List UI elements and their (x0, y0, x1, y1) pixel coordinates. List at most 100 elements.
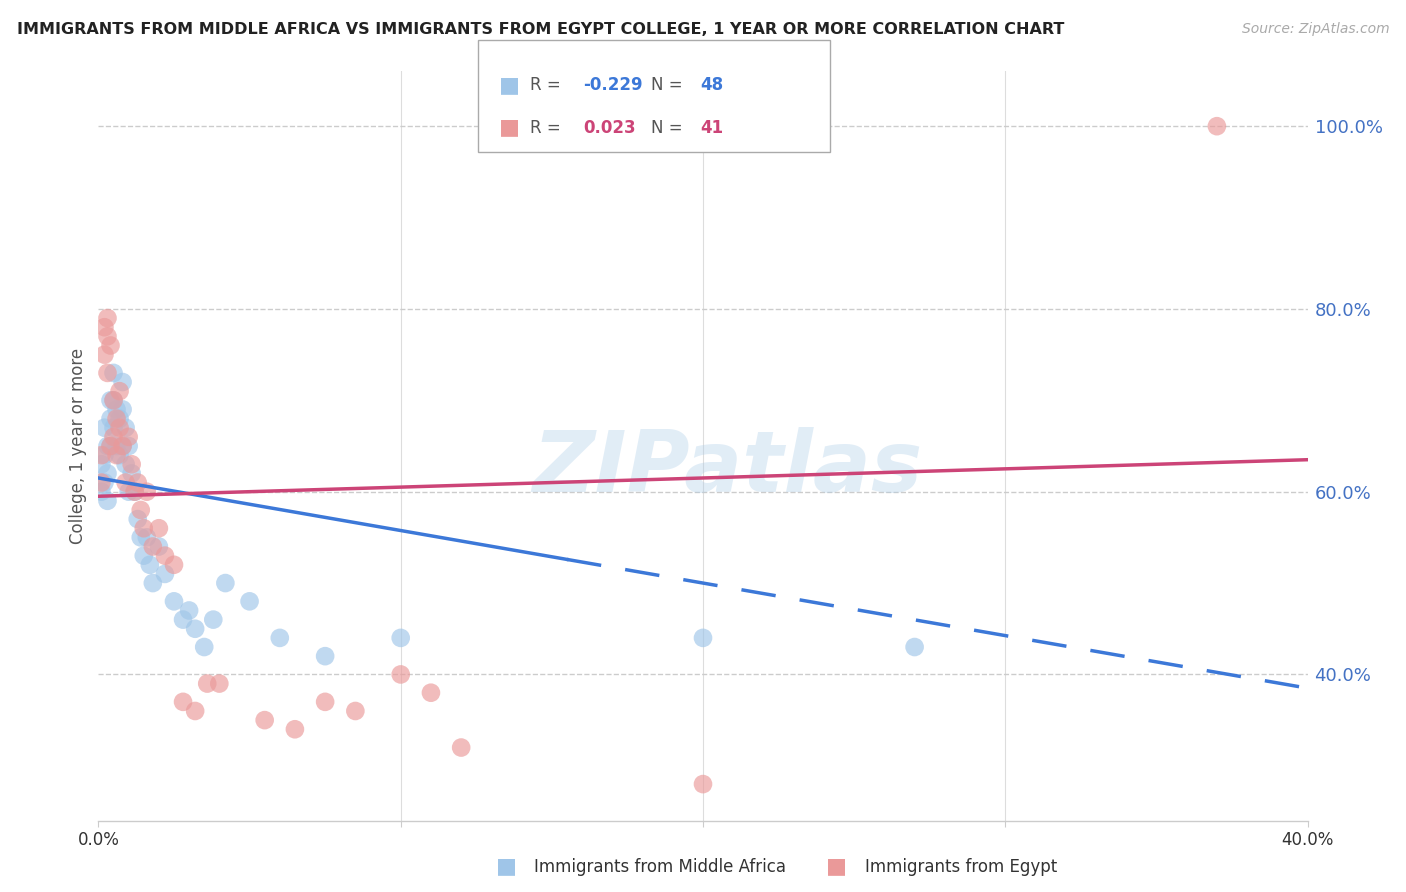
Point (139, 558, 162, 572)
Point (105, 402, 128, 417)
Point (108, 411, 131, 425)
Point (153, 549, 176, 563)
Point (163, 594, 186, 608)
Text: ZIPatlas: ZIPatlas (531, 427, 922, 510)
Point (389, 631, 412, 645)
Point (108, 448, 131, 462)
Point (314, 695, 336, 709)
Text: ■: ■ (499, 118, 520, 137)
Point (129, 503, 152, 517)
Point (100, 439, 122, 453)
Point (121, 467, 143, 481)
Point (1206, 119, 1229, 133)
Text: Source: ZipAtlas.com: Source: ZipAtlas.com (1241, 22, 1389, 37)
Point (93, 348, 115, 362)
Point (132, 549, 155, 563)
Point (103, 430, 125, 444)
Point (389, 667, 412, 681)
Point (103, 393, 125, 408)
Point (184, 622, 207, 636)
Point (105, 448, 128, 462)
Point (114, 475, 136, 490)
Point (118, 430, 141, 444)
Point (108, 384, 131, 399)
Point (96, 329, 118, 343)
Point (96, 311, 118, 326)
Text: Immigrants from Middle Africa: Immigrants from Middle Africa (534, 858, 786, 876)
Point (114, 457, 136, 471)
Text: ■: ■ (496, 856, 516, 876)
Text: ■: ■ (499, 75, 520, 95)
Point (127, 475, 149, 490)
Point (90, 484, 112, 499)
Point (450, 740, 472, 755)
Point (105, 439, 128, 453)
Point (103, 393, 125, 408)
Point (93, 448, 115, 462)
Point (344, 704, 367, 718)
Point (90, 457, 112, 471)
Text: ■: ■ (827, 856, 846, 876)
Point (692, 631, 714, 645)
Text: 0.023: 0.023 (583, 119, 636, 136)
Point (172, 695, 194, 709)
Point (111, 439, 134, 453)
Point (269, 631, 291, 645)
Point (148, 540, 170, 554)
Point (214, 576, 236, 591)
Point (108, 421, 131, 435)
Point (100, 338, 122, 352)
Point (114, 421, 136, 435)
Text: N =: N = (651, 119, 688, 136)
Point (96, 467, 118, 481)
Point (172, 613, 194, 627)
Text: R =: R = (530, 76, 567, 94)
Point (100, 411, 122, 425)
Point (142, 576, 165, 591)
Point (96, 366, 118, 380)
Point (111, 402, 134, 417)
Point (284, 723, 307, 737)
Point (127, 512, 149, 526)
Point (195, 676, 218, 690)
Point (184, 704, 207, 718)
Text: 48: 48 (700, 76, 723, 94)
Point (135, 530, 157, 544)
Y-axis label: College, 1 year or more: College, 1 year or more (69, 348, 87, 544)
Point (118, 484, 141, 499)
Point (208, 676, 231, 690)
Point (93, 421, 115, 435)
Text: N =: N = (651, 76, 688, 94)
Point (96, 493, 118, 508)
Point (118, 439, 141, 453)
Point (124, 484, 146, 499)
Text: IMMIGRANTS FROM MIDDLE AFRICA VS IMMIGRANTS FROM EGYPT COLLEGE, 1 YEAR OR MORE C: IMMIGRANTS FROM MIDDLE AFRICA VS IMMIGRA… (17, 22, 1064, 37)
Point (124, 484, 146, 499)
Point (93, 320, 115, 334)
Point (103, 421, 125, 435)
Point (100, 439, 122, 453)
Point (121, 457, 143, 471)
Point (129, 530, 152, 544)
Point (179, 603, 201, 617)
Point (93, 475, 115, 490)
Point (163, 558, 186, 572)
Text: 41: 41 (700, 119, 723, 136)
Point (253, 713, 276, 727)
Point (142, 540, 165, 554)
Point (904, 640, 927, 654)
Point (96, 439, 118, 453)
Point (193, 640, 215, 654)
Point (239, 594, 262, 608)
Text: R =: R = (530, 119, 567, 136)
Point (420, 686, 443, 700)
Text: -0.229: -0.229 (583, 76, 643, 94)
Point (90, 475, 112, 490)
Point (692, 777, 714, 791)
Point (100, 393, 122, 408)
Point (111, 439, 134, 453)
Point (90, 448, 112, 462)
Point (314, 649, 336, 664)
Point (132, 521, 155, 535)
Point (148, 521, 170, 535)
